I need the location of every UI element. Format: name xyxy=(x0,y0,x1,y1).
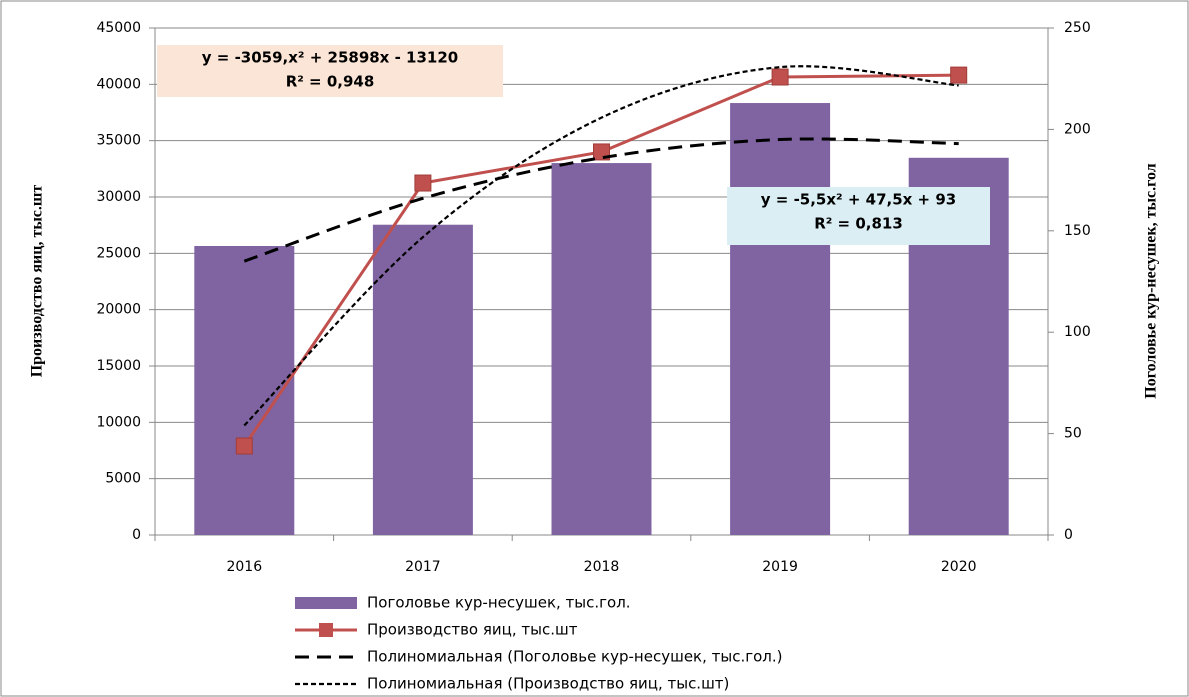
legend-marker xyxy=(319,623,333,637)
annotation-text: R² = 0,948 xyxy=(286,73,375,91)
legend-label: Полиномиальная (Производство яиц, тыс.шт… xyxy=(367,675,729,693)
bar xyxy=(372,224,473,535)
marker xyxy=(414,174,432,192)
y2-tick-label: 100 xyxy=(1064,324,1091,340)
x-tick-label: 2016 xyxy=(226,559,262,575)
trend-line xyxy=(243,65,959,427)
y2-tick-label: 0 xyxy=(1064,527,1073,543)
x-tick-label: 2018 xyxy=(584,559,620,575)
y-tick-label: 0 xyxy=(132,527,141,543)
annotation-box xyxy=(727,187,990,245)
y-tick-label: 25000 xyxy=(96,245,141,261)
bar xyxy=(194,246,295,535)
y-tick-label: 15000 xyxy=(96,358,141,374)
y2-tick-label: 250 xyxy=(1064,20,1091,36)
annotation-text: y = -5,5x² + 47,5x + 93 xyxy=(761,191,956,209)
y-tick-label: 20000 xyxy=(96,302,141,318)
annotation-box xyxy=(157,45,503,97)
legend-swatch xyxy=(295,597,357,609)
x-tick-label: 2020 xyxy=(941,559,977,575)
legend-label: Поголовье кур-несушек, тыс.гол. xyxy=(367,594,631,612)
annotation-text: R² = 0,813 xyxy=(814,215,903,233)
y-axis-title: Производство яиц, тыс.шт xyxy=(29,185,46,378)
marker xyxy=(771,68,789,86)
marker xyxy=(950,66,968,84)
bar xyxy=(551,163,652,535)
y2-tick-label: 150 xyxy=(1064,223,1091,239)
legend-label: Полиномиальная (Поголовье кур-несушек, т… xyxy=(367,648,783,666)
x-tick-label: 2017 xyxy=(405,559,441,575)
annotation-text: y = -3059,x² + 25898x - 13120 xyxy=(202,49,458,67)
y2-tick-label: 50 xyxy=(1064,426,1082,442)
y2-axis-title: Поголовье кур-несушек, тыс.гол xyxy=(1143,163,1160,398)
y-tick-label: 45000 xyxy=(96,20,141,36)
y2-tick-label: 200 xyxy=(1064,121,1091,137)
y-tick-label: 10000 xyxy=(96,414,141,430)
bar xyxy=(730,103,831,535)
y-tick-label: 30000 xyxy=(96,189,141,205)
y-tick-label: 40000 xyxy=(96,76,141,92)
legend-label: Производство яиц, тыс.шт xyxy=(367,621,578,639)
y-tick-label: 35000 xyxy=(96,133,141,149)
x-tick-label: 2019 xyxy=(762,559,798,575)
y-tick-label: 5000 xyxy=(105,471,141,487)
marker xyxy=(235,437,253,455)
